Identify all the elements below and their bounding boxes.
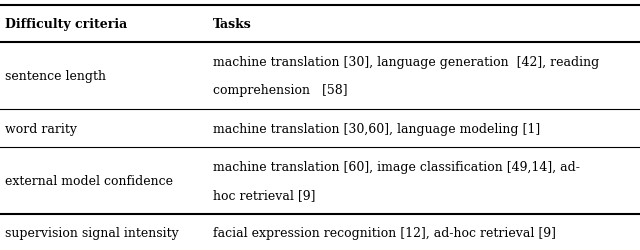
- Text: external model confidence: external model confidence: [5, 174, 173, 187]
- Text: supervision signal intensity: supervision signal intensity: [5, 226, 179, 239]
- Text: sentence length: sentence length: [5, 70, 106, 83]
- Text: Tasks: Tasks: [213, 18, 252, 31]
- Text: word rarity: word rarity: [5, 122, 77, 135]
- Text: Difficulty criteria: Difficulty criteria: [5, 18, 127, 31]
- Text: facial expression recognition [12], ad-hoc retrieval [9]: facial expression recognition [12], ad-h…: [213, 226, 556, 239]
- Text: machine translation [30,60], language modeling [1]: machine translation [30,60], language mo…: [213, 122, 540, 135]
- Text: machine translation [60], image classification [49,14], ad-: machine translation [60], image classifi…: [213, 160, 580, 173]
- Text: machine translation [30], language generation  [42], reading: machine translation [30], language gener…: [213, 56, 600, 69]
- Text: comprehension   [58]: comprehension [58]: [213, 84, 348, 97]
- Text: hoc retrieval [9]: hoc retrieval [9]: [213, 188, 316, 201]
